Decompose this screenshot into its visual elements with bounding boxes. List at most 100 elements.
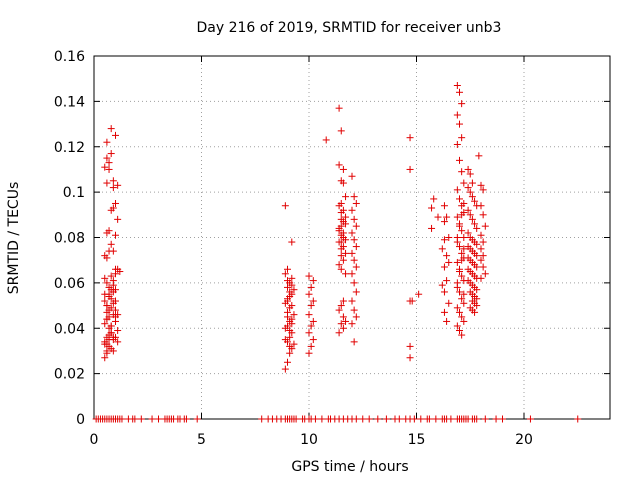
y-tick-label: 0.12	[54, 140, 85, 156]
data-point	[305, 272, 313, 280]
data-point	[460, 234, 468, 241]
data-point	[131, 415, 139, 423]
data-point	[305, 349, 313, 357]
data-point	[440, 263, 448, 271]
data-point	[335, 202, 343, 210]
data-point	[447, 415, 455, 423]
data-point	[337, 238, 345, 246]
data-point	[428, 224, 436, 232]
x-tick-label: 5	[197, 432, 206, 448]
data-point	[460, 179, 468, 187]
y-tick-label: 0.08	[54, 231, 85, 247]
data-point	[406, 342, 414, 350]
data-point	[460, 299, 468, 307]
data-point	[348, 206, 356, 214]
data-point	[103, 154, 111, 162]
data-point	[440, 288, 448, 296]
data-point	[309, 317, 317, 325]
data-point	[438, 281, 446, 289]
data-point	[105, 292, 113, 300]
data-point	[107, 322, 115, 330]
data-point	[460, 290, 468, 298]
data-point	[499, 415, 506, 423]
data-point	[335, 227, 343, 235]
data-point	[415, 290, 423, 298]
data-point	[114, 327, 122, 335]
data-point	[337, 265, 345, 273]
data-point	[458, 100, 466, 108]
data-point	[148, 415, 156, 423]
data-point	[112, 317, 119, 325]
data-point	[479, 238, 487, 246]
data-point	[112, 231, 119, 239]
data-point	[286, 288, 294, 296]
data-point	[471, 308, 479, 316]
data-point	[342, 317, 350, 325]
data-point	[464, 206, 472, 214]
data-point	[337, 127, 345, 135]
data-point	[458, 331, 466, 339]
data-point	[348, 249, 356, 257]
data-point	[428, 204, 436, 212]
data-point	[101, 320, 109, 328]
y-axis-label: SRMTID / TECUs	[6, 182, 22, 295]
data-point	[481, 270, 489, 278]
data-point	[311, 415, 319, 423]
data-point	[438, 245, 446, 253]
data-point	[109, 288, 117, 296]
chart-title: Day 216 of 2019, SRMTID for receiver unb…	[197, 20, 502, 36]
y-tick-label: 0.14	[54, 94, 85, 110]
data-point	[453, 258, 461, 266]
data-point	[284, 322, 291, 330]
data-point	[109, 299, 117, 307]
data-point	[466, 211, 474, 219]
data-point	[479, 211, 487, 219]
data-point	[281, 336, 289, 344]
data-point	[477, 202, 485, 210]
data-point	[350, 279, 358, 287]
data-point	[348, 297, 356, 305]
data-point	[526, 415, 534, 423]
data-point	[471, 197, 479, 205]
data-point	[103, 279, 111, 287]
data-point	[335, 261, 343, 269]
data-point	[281, 202, 289, 210]
data-point	[481, 415, 489, 423]
data-point	[473, 224, 481, 232]
data-point	[460, 199, 468, 207]
data-point	[305, 329, 313, 337]
data-point	[109, 184, 117, 192]
data-point	[342, 270, 350, 278]
data-point	[101, 338, 109, 346]
data-point	[335, 161, 343, 169]
data-point	[103, 302, 111, 310]
data-point	[477, 245, 485, 253]
data-point	[453, 81, 461, 89]
data-point	[443, 252, 451, 260]
data-point	[339, 324, 347, 332]
data-point	[112, 199, 119, 207]
data-point	[339, 313, 347, 321]
data-point	[288, 238, 296, 246]
data-point	[453, 234, 461, 241]
data-point	[309, 277, 317, 285]
data-point	[292, 415, 300, 423]
data-point	[348, 320, 356, 328]
grid	[94, 56, 610, 419]
data-point	[350, 236, 358, 244]
data-point	[288, 302, 296, 310]
data-point	[281, 270, 289, 278]
data-point	[434, 213, 442, 221]
data-point	[479, 186, 487, 194]
data-point	[339, 256, 347, 264]
data-point	[453, 279, 461, 287]
data-point	[335, 104, 343, 112]
data-point	[307, 322, 315, 330]
data-point	[471, 220, 479, 228]
data-point	[107, 240, 115, 248]
data-point	[109, 333, 117, 341]
data-point	[348, 270, 356, 278]
data-point	[365, 415, 373, 423]
y-tick-label: 0.04	[54, 321, 85, 337]
data-point	[430, 195, 438, 203]
